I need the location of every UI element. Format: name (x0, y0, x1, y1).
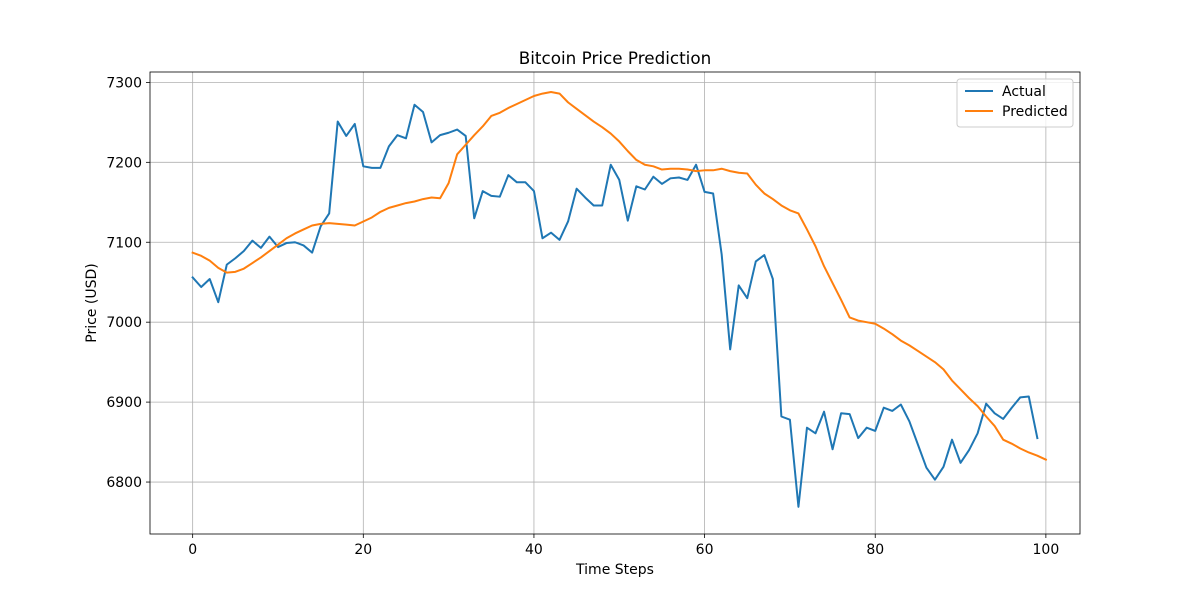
grid-lines (150, 72, 1080, 534)
y-tick-label: 7100 (106, 235, 142, 251)
y-tick-label: 6800 (106, 475, 142, 491)
x-tick-label: 60 (696, 542, 714, 558)
chart-title: Bitcoin Price Prediction (519, 48, 712, 68)
y-tick-label: 6900 (106, 395, 142, 411)
y-tick-label: 7000 (106, 315, 142, 331)
x-tick-label: 80 (866, 542, 884, 558)
x-axis-title: Time Steps (575, 562, 654, 578)
x-tick-label: 100 (1033, 542, 1060, 558)
series-line-actual (191, 103, 1039, 508)
axis-ticks: 0 20 40 60 80 100 6800 6900 7000 7100 7200 7300 (106, 75, 1059, 558)
x-tick-label: 20 (354, 542, 372, 558)
x-tick-label: 40 (525, 542, 543, 558)
series-layer (191, 90, 1048, 508)
legend: Actual Predicted (956, 78, 1074, 128)
series-line-predicted (191, 90, 1048, 461)
legend-label-actual: Actual (1002, 84, 1046, 100)
x-tick-label: 0 (188, 542, 197, 558)
plot-frame (149, 71, 1081, 535)
y-axis-title: Price (USD) (84, 263, 100, 342)
y-tick-label: 7200 (106, 155, 142, 171)
y-tick-label: 7300 (106, 75, 142, 91)
legend-label-predicted: Predicted (1002, 104, 1068, 120)
